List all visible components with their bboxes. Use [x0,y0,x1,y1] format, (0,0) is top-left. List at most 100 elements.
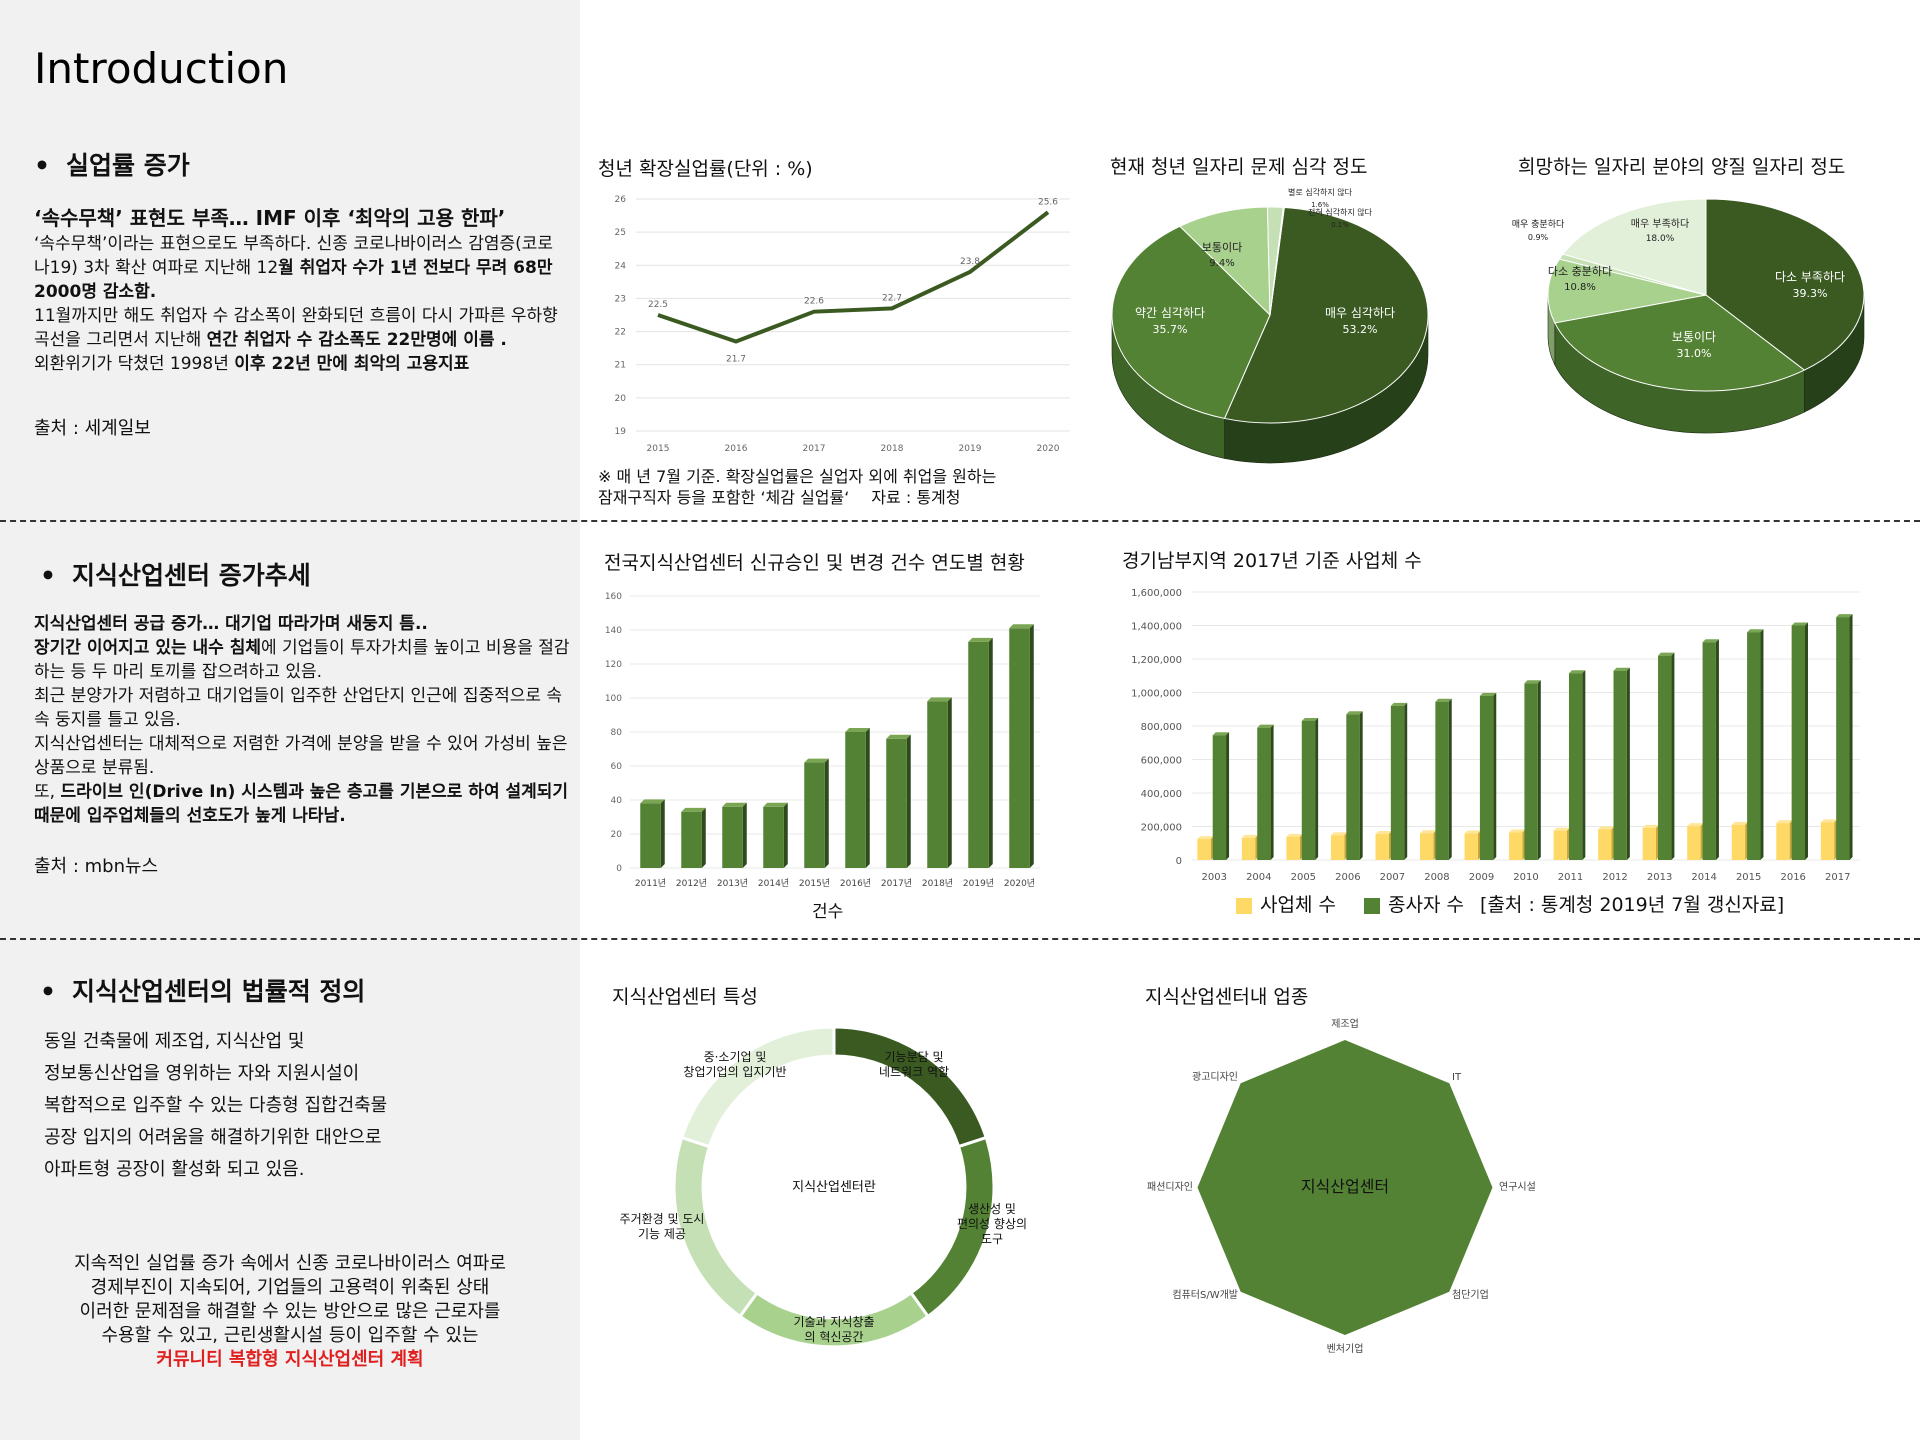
bar2-bar-top [1420,830,1437,834]
bar2-xtick: 2015 [1736,872,1761,883]
pie-slice-percent: 53.2% [1343,323,1378,336]
bar1-bar-top [722,802,747,807]
section2-body: 지식산업센터 공급 증가… 대기업 따라가며 새둥지 틈.. 장기간 이어지고 … [34,614,570,826]
ring-label-4a: 주거환경 및 도시 [620,1212,705,1226]
bar2-bar-side [1804,622,1808,860]
bar2-bar-business [1464,833,1478,860]
bar2-bar-side [1671,652,1675,860]
bar2-xtick: 2005 [1291,872,1316,883]
bar2-bar-business [1420,833,1434,860]
chart5-title: 경기남부지역 2017년 기준 사업체 수 [1122,550,1422,572]
bar2-bar-top [1524,680,1541,684]
bar2-ytick: 1,400,000 [1131,622,1182,633]
chart2-title: 현재 청년 일자리 문제 심각 정도 [1110,156,1368,178]
bar1-bar-top [927,697,952,702]
pie-slice-label: 전혀 심각하지 않다 [1308,207,1373,217]
ring-label-4b: 기능 제공 [638,1227,686,1241]
pie-slice [1111,225,1271,420]
ring-label-2a: 생산성 및 [968,1202,1016,1216]
section-divider-2 [0,938,1920,940]
bar2-bar-top [1346,711,1363,715]
bar2-bar-top [1791,622,1808,626]
bar1-bar-side [906,734,911,868]
bar1-bar [886,738,907,868]
section3-heading: • 지식산업센터의 법률적 정의 [40,977,366,1006]
bar2-bar-top [1568,670,1586,674]
bar2-bar-workers [1747,632,1761,860]
bar2-bar-workers [1212,735,1227,860]
line-ytick: 25 [615,228,626,238]
line-xtick: 2018 [881,444,904,454]
ring-label-1b: 네트워크 역할 [879,1065,949,1079]
line-ytick: 22 [615,328,626,338]
bar2-bar-business [1731,824,1746,860]
bar2-bar-workers [1658,655,1672,860]
left-panel-background [0,0,580,1440]
bar2-bar-top [1197,836,1214,840]
bar1-bar-side [865,728,870,868]
pie-slice [1269,206,1285,316]
pie-slice-percent: 18.0% [1646,234,1675,244]
bar2-xtick: 2013 [1647,872,1672,883]
bar1-ytick: 140 [605,626,622,636]
bar1-xtick: 2019년 [963,878,994,889]
bar1-bar [1009,628,1030,868]
bar2-bar-workers [1257,727,1271,860]
bar2-bar-business [1598,829,1612,860]
bar2-bar-business [1197,839,1211,860]
quality-job-pie-chart: 다소 부족하다 39.3% 보통이다 31.0% 다소 충분하다 10.8% 매우 충분하다… [1512,198,1865,434]
bar1-bar [681,811,702,868]
diagram2-title: 지식산업센터내 업종 [1145,986,1309,1008]
line-ytick: 20 [615,394,627,404]
bar2-bar-side [1849,614,1853,860]
pie-slice-percent: 0.9% [1528,233,1549,242]
bar1-bar-side [742,802,747,868]
bar1-bar-top [804,758,829,763]
pie-slice-percent: 1.6% [1311,201,1329,209]
bar2-bar-top [1731,821,1749,825]
octagon-label-8: 광고디자인 [1192,1071,1238,1083]
ring-label-5b: 창업기업의 입지기반 [683,1065,786,1079]
line-ytick: 23 [615,294,626,304]
bar2-xtick: 2012 [1602,872,1627,883]
bar2-bar-top [1464,830,1481,834]
bar2-bar-side [1359,711,1363,860]
industry-octagon-diagram: 지식산업센터 제조업 IT 연구시설 첨단기업 벤처기업 컴퓨터S/W개발 패션… [1147,1017,1536,1355]
bar1-xtick: 2016년 [840,878,871,889]
bar1-ytick: 100 [605,694,622,704]
line-ytick: 24 [615,261,627,271]
octagon-label-2: IT [1452,1072,1462,1083]
ring-label-3a: 기술과 지식창출 [793,1315,874,1329]
pie-slice-label: 다소 부족하다 [1775,270,1845,284]
bar2-bar-business [1330,835,1345,860]
bar1-bar [927,701,948,868]
section3-definition: 동일 건축물에 제조업, 지식산업 및 정보통신산업을 영위하는 자와 지원시설… [44,1031,388,1180]
line-xtick: 2017 [803,444,826,454]
bar1-ytick: 0 [616,864,622,874]
legend-swatch-business [1236,897,1252,914]
pie-slice-label: 보통이다 [1202,241,1242,254]
section2-source: 출처 : mbn뉴스 [34,856,159,877]
bar2-ytick: 1,000,000 [1131,689,1182,700]
ring-label-2b: 편의성 향상의 [957,1217,1027,1231]
bar2-bar-top [1598,826,1615,830]
section3-conclusion: 지속적인 실업률 증가 속에서 신종 코로나바이러스 여파로 경제부진이 지속되… [20,1252,560,1372]
octagon-label-4: 첨단기업 [1452,1288,1489,1301]
pie-slice-label: 약간 심각하다 [1135,305,1205,320]
ring-center-label: 지식산업센터란 [792,1180,876,1195]
youth-unemployment-line-chart: 19 20 21 22 23 24 25 26 2015 2016 2017 2018 2019 2020… [615,195,1070,454]
bar2-bar-side [1582,670,1586,860]
bar2-ytick: 400,000 [1141,789,1182,800]
bar2-bar-business [1241,837,1256,860]
bar2-bar-side [1448,698,1452,860]
pie-slice-label: 다소 충분하다 [1548,264,1612,278]
line-ytick: 19 [615,427,627,437]
bar2-bar-top [1212,732,1230,736]
bar2-bar-business [1553,830,1567,860]
bar2-xtick: 2007 [1380,872,1405,883]
bar1-ytick: 40 [611,796,623,806]
bar2-bar-top [1479,692,1497,696]
bar1-bar-top [845,728,870,732]
bar1-bar [804,762,825,868]
pie-slice-label: 보통이다 [1672,330,1716,344]
